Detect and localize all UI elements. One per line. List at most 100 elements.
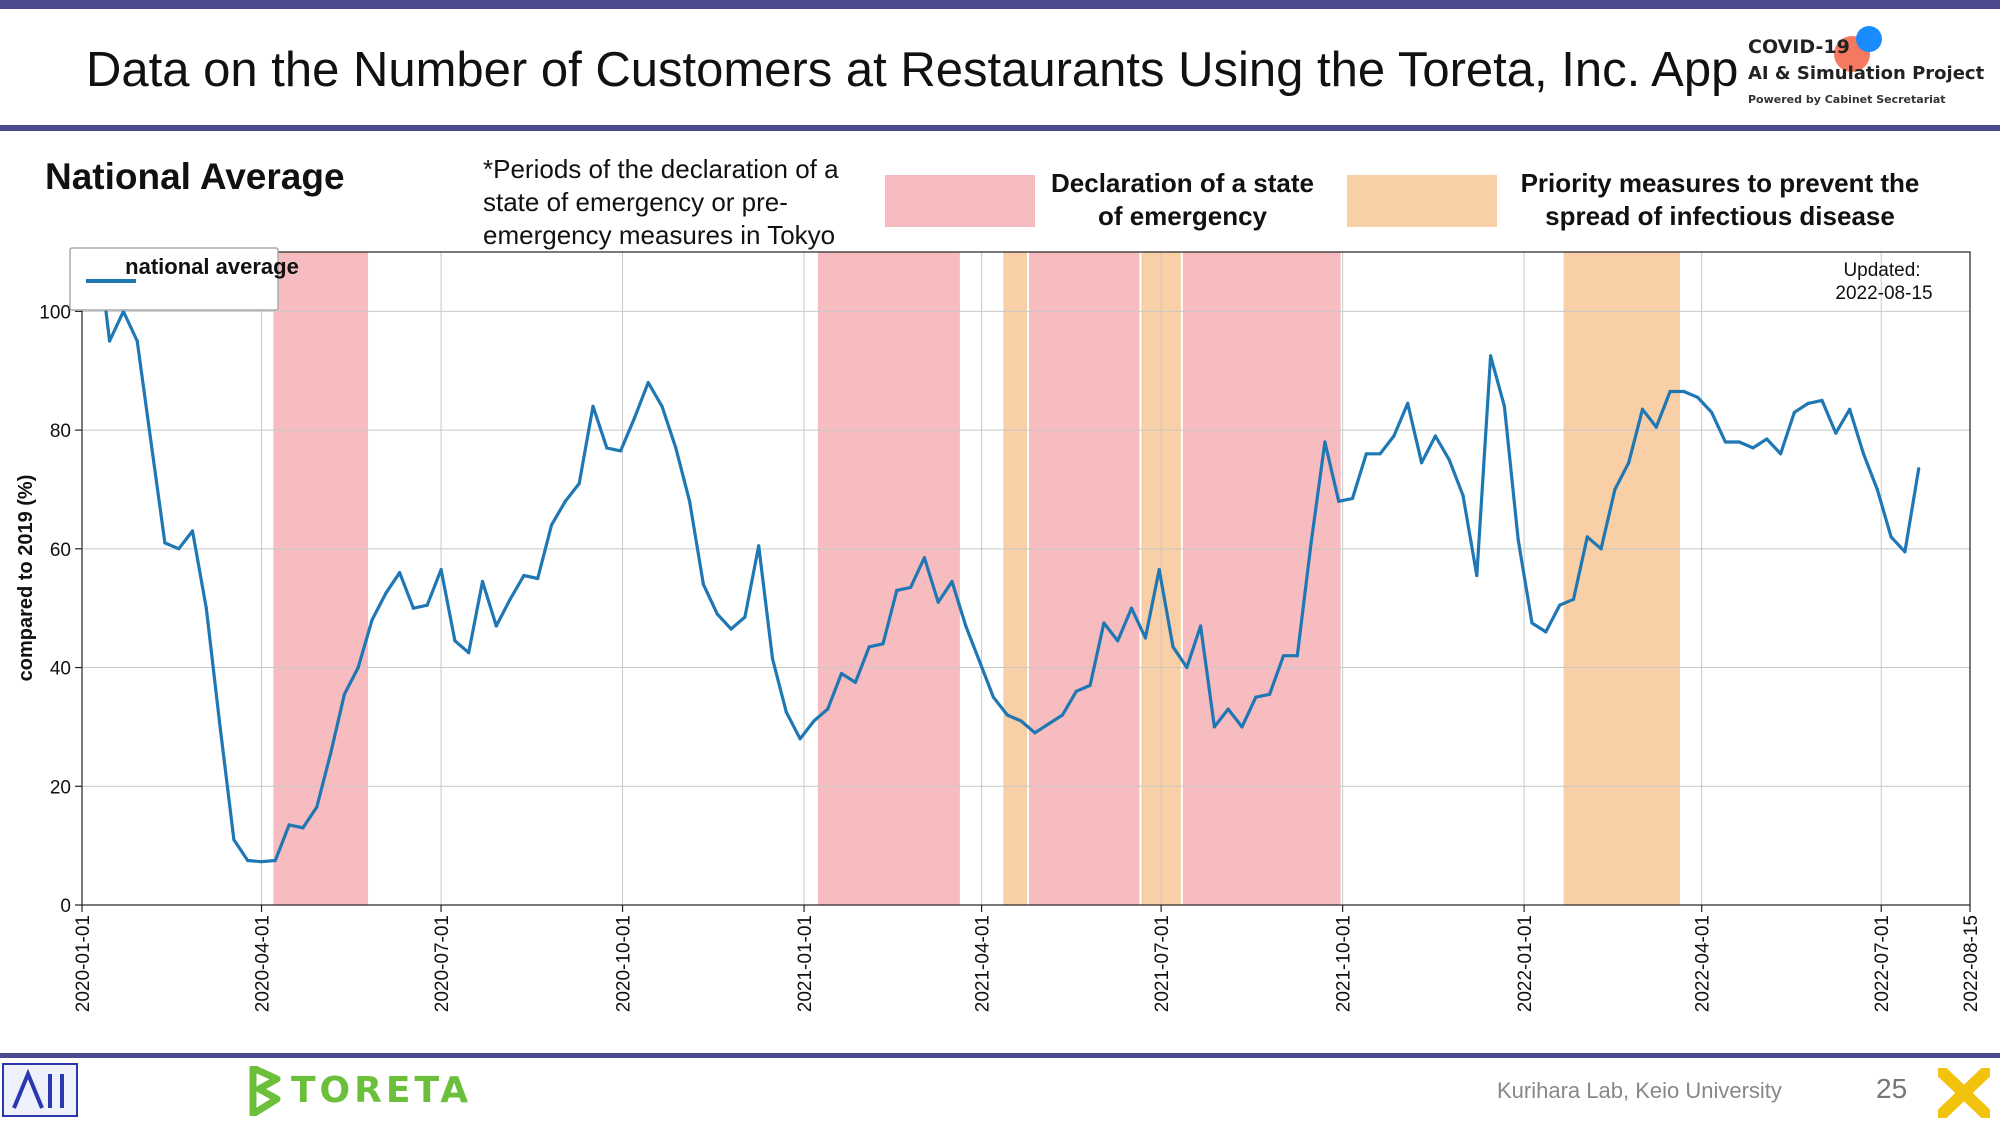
data-point	[1516, 538, 1520, 542]
updated-date: 2022-08-15	[1835, 283, 1932, 304]
data-point	[1571, 597, 1576, 601]
top-accent-bar	[0, 0, 2000, 9]
data-point	[1199, 624, 1203, 628]
data-point	[936, 600, 940, 604]
data-point	[701, 582, 706, 587]
data-point	[356, 665, 360, 670]
line-chart: 0 20 40 60 80 100 2020-01-01 2020-04-01 2020-07-…	[15, 247, 1982, 1012]
data-point	[163, 541, 167, 545]
x-tick-label: 2021-07-01	[1152, 915, 1173, 1012]
data-point	[632, 416, 637, 420]
data-point	[453, 639, 457, 643]
data-point	[508, 597, 512, 601]
data-point	[1861, 452, 1866, 456]
data-point	[149, 440, 153, 444]
data-point	[881, 642, 885, 646]
data-point	[287, 823, 291, 827]
data-point	[1088, 683, 1092, 688]
emergency-legend-swatch	[885, 175, 1035, 227]
data-point	[646, 381, 650, 385]
data-point	[370, 618, 374, 622]
data-point	[1309, 541, 1313, 545]
priority-period-band	[1003, 252, 1027, 905]
data-point	[1613, 487, 1617, 492]
data-point	[1212, 725, 1216, 729]
emergency-period-band	[1182, 252, 1341, 905]
data-point	[480, 579, 485, 584]
data-point	[1530, 621, 1534, 625]
logo-line-2: AI & Simulation Project	[1748, 63, 1985, 84]
emergency-period-band	[817, 252, 960, 905]
chart-legend: national average	[69, 247, 299, 311]
data-point	[246, 858, 250, 863]
toreta-logo-icon	[249, 1066, 281, 1116]
data-point	[1765, 437, 1769, 441]
data-point	[1406, 401, 1410, 405]
data-point	[1447, 458, 1451, 462]
toreta-logo-text: TORETA	[291, 1070, 473, 1111]
priority-period-band	[1563, 252, 1680, 905]
data-point	[619, 449, 623, 453]
priority-legend-label: Priority measures to prevent the spread …	[1520, 168, 1920, 231]
y-axis-label: compared to 2019 (%)	[15, 475, 37, 682]
data-point	[1171, 645, 1175, 649]
y-tick-label: 20	[50, 777, 71, 798]
data-point	[1585, 535, 1589, 539]
data-point	[425, 603, 429, 607]
chart-subtitle: National Average	[45, 156, 345, 197]
data-point	[1779, 452, 1783, 456]
data-point	[1848, 407, 1852, 411]
data-point	[1668, 389, 1672, 394]
data-point	[177, 547, 181, 551]
x-tick-label: 2021-10-01	[1334, 915, 1355, 1012]
data-point	[108, 339, 112, 343]
data-point	[1544, 630, 1548, 634]
data-point	[688, 499, 692, 503]
data-point	[1281, 654, 1286, 658]
emergency-period-band	[1028, 252, 1140, 905]
data-point	[1489, 354, 1493, 358]
updated-label: Updated:	[1843, 260, 1920, 281]
data-point	[867, 645, 871, 649]
covid19-project-logo: COVID-19 AI & Simulation Project Powered…	[1745, 26, 1985, 112]
data-point	[895, 588, 899, 593]
data-point	[1502, 404, 1506, 408]
data-point	[1295, 654, 1299, 658]
data-point	[812, 719, 816, 723]
data-point	[1834, 431, 1838, 435]
data-point	[853, 680, 858, 685]
data-point	[729, 627, 733, 631]
data-point	[1116, 639, 1120, 643]
data-point	[1129, 606, 1134, 610]
data-point	[135, 339, 139, 343]
emergency-legend-label: Declaration of a state of emergency	[1051, 168, 1314, 231]
data-point	[439, 568, 443, 572]
data-point	[1558, 603, 1562, 607]
data-point	[964, 624, 968, 628]
data-point	[1710, 410, 1714, 414]
x-tick-label: 2022-04-01	[1693, 915, 1714, 1012]
data-point	[1696, 395, 1700, 399]
plot-frame	[81, 251, 1971, 906]
data-point	[232, 838, 236, 842]
logo-blue-dot-icon	[1856, 26, 1882, 52]
data-point	[1102, 621, 1106, 625]
data-point	[715, 612, 719, 616]
data-point	[978, 660, 982, 664]
data-point	[1751, 446, 1755, 450]
data-point	[1019, 719, 1023, 723]
data-point	[329, 752, 333, 756]
data-point	[1433, 434, 1437, 438]
data-point	[1060, 713, 1065, 717]
data-point	[577, 481, 581, 486]
data-point	[1461, 493, 1465, 497]
y-tick-label: 0	[60, 896, 71, 917]
data-point	[1917, 467, 1921, 471]
data-point	[1047, 722, 1051, 726]
x-tick-label: 2022-07-01	[1872, 915, 1893, 1012]
data-point	[1820, 398, 1824, 402]
y-tick-label: 40	[50, 659, 71, 680]
x-tick-label: 2020-07-01	[432, 915, 453, 1012]
x-tick-label: 2020-01-01	[73, 915, 94, 1012]
data-point	[1157, 568, 1161, 572]
